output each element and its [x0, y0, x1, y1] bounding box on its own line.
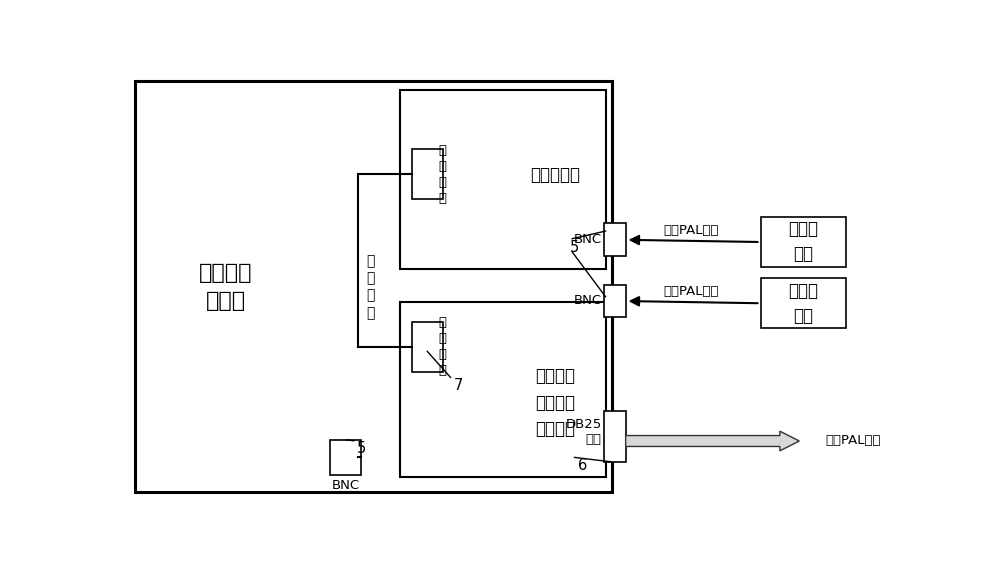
Text: 模拟摄
像机: 模拟摄 像机: [788, 220, 818, 264]
Text: 视频信号
转换及矩
阵开关卡: 视频信号 转换及矩 阵开关卡: [535, 367, 575, 438]
Bar: [412, 322, 443, 372]
Text: 6: 6: [578, 458, 587, 473]
Text: 并
口
插
座: 并 口 插 座: [439, 316, 447, 377]
Bar: [761, 278, 846, 328]
Bar: [400, 90, 606, 269]
Text: 5: 5: [570, 240, 579, 255]
FancyArrow shape: [626, 431, 799, 451]
Bar: [604, 223, 626, 256]
Text: 差分PAL信号: 差分PAL信号: [826, 435, 881, 447]
Text: 模拟摄
像机: 模拟摄 像机: [788, 282, 818, 324]
Text: 扁
平
电
缆: 扁 平 电 缆: [366, 254, 375, 320]
Bar: [604, 285, 626, 318]
Bar: [135, 81, 612, 492]
Bar: [412, 149, 443, 199]
Bar: [400, 302, 606, 477]
Text: DB25
插头: DB25 插头: [565, 418, 602, 446]
Bar: [604, 411, 626, 462]
Bar: [761, 217, 846, 267]
Text: 单端PAL信号: 单端PAL信号: [663, 224, 718, 237]
Text: BNC: BNC: [574, 233, 602, 246]
Text: 工控机主板: 工控机主板: [530, 166, 580, 184]
Text: 5: 5: [357, 441, 366, 456]
Text: BNC: BNC: [574, 294, 602, 307]
Text: 工业控制
计算机: 工业控制 计算机: [199, 263, 252, 311]
Bar: [330, 440, 361, 475]
Text: BNC: BNC: [332, 479, 360, 492]
Text: 并
口
插
座: 并 口 插 座: [439, 144, 447, 204]
Text: 单端PAL信号: 单端PAL信号: [663, 285, 718, 298]
Text: 7: 7: [454, 378, 463, 392]
